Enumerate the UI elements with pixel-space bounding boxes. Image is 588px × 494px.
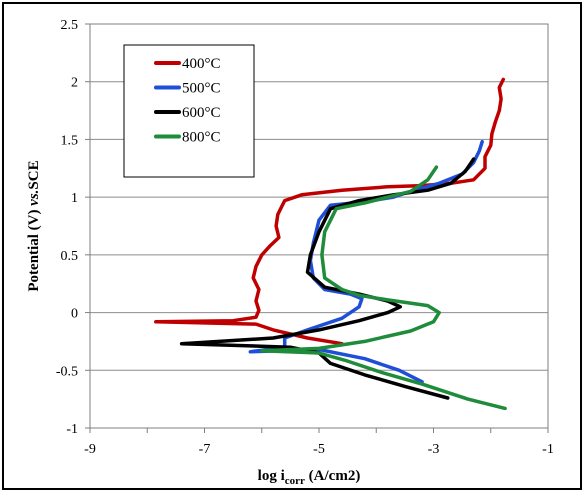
legend-box	[123, 44, 255, 178]
legend-label: 800°C	[182, 130, 221, 146]
y-axis-ticks: -1 -0.5 0 0.5 1 1.5 2 2.5	[56, 18, 90, 437]
y-tick-label: -0.5	[56, 364, 78, 379]
x-axis-title-unit: (A/cm2)	[305, 468, 360, 484]
series-lines	[154, 77, 507, 411]
x-tick-label: -5	[313, 442, 325, 457]
y-tick-label: 0.5	[61, 249, 79, 264]
y-tick-label: 1.5	[61, 133, 79, 148]
x-tick-label: -9	[84, 442, 96, 457]
x-tick-label: -3	[428, 442, 440, 457]
y-tick-label: 2	[71, 76, 78, 91]
y-tick-label: 0	[71, 307, 78, 322]
x-axis-title-main: log i	[258, 468, 285, 484]
legend-label: 600°C	[182, 105, 221, 121]
legend-label: 400°C	[182, 56, 221, 72]
legend: 400°C 500°C 600°C 800°C	[123, 44, 255, 178]
y-axis-title-main: Potential (V)	[26, 206, 42, 292]
y-tick-label: -1	[66, 422, 78, 437]
series-line-800C	[260, 165, 507, 411]
x-tick-label: -7	[199, 442, 211, 457]
x-axis-ticks: -9 -7 -5 -3 -1	[84, 428, 554, 457]
y-tick-label: 2.5	[61, 18, 79, 33]
legend-label: 500°C	[182, 81, 221, 97]
y-tick-label: 1	[71, 191, 78, 206]
y-axis-title-tail: SCE	[26, 160, 42, 189]
y-axis-title-italic: vs.	[26, 190, 42, 206]
chart-frame	[2, 2, 582, 490]
x-axis-title-sub: corr	[285, 475, 305, 487]
y-axis-title: Potential (V) vs.SCE	[26, 160, 42, 291]
x-axis-title: log icorr (A/cm2)	[258, 468, 361, 487]
series-line-400C	[154, 77, 506, 346]
x-tick-label: -1	[542, 442, 554, 457]
